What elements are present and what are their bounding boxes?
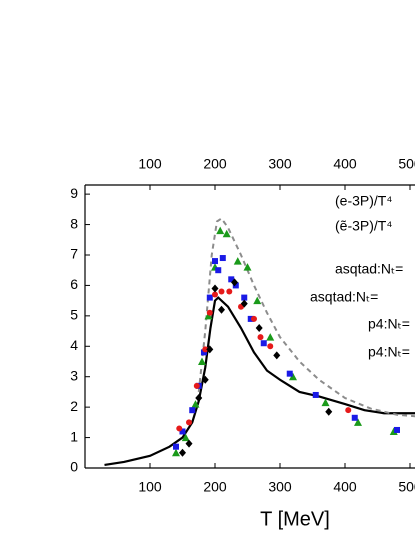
marker bbox=[266, 333, 275, 341]
marker bbox=[289, 372, 297, 381]
series-line bbox=[197, 217, 415, 418]
marker bbox=[228, 276, 235, 283]
marker bbox=[251, 315, 257, 322]
marker bbox=[257, 334, 264, 341]
x-axis-label: T [MeV] bbox=[260, 508, 330, 530]
marker bbox=[202, 346, 209, 353]
x-tick-label: 300 bbox=[268, 479, 292, 495]
marker bbox=[247, 315, 254, 322]
y-tick-label: 6 bbox=[70, 276, 78, 292]
marker bbox=[211, 284, 219, 293]
marker bbox=[394, 426, 400, 433]
marker bbox=[218, 305, 225, 314]
y-tick-label: 4 bbox=[70, 337, 78, 353]
marker bbox=[212, 291, 218, 298]
x-tick-label-top: 100 bbox=[138, 156, 162, 172]
x-tick-label: 100 bbox=[138, 479, 162, 495]
y-tick-label: 1 bbox=[70, 428, 78, 444]
marker bbox=[201, 375, 209, 384]
marker bbox=[255, 324, 263, 333]
marker bbox=[204, 311, 213, 320]
marker bbox=[233, 257, 242, 265]
marker bbox=[273, 351, 281, 360]
marker bbox=[185, 439, 193, 448]
marker bbox=[198, 357, 206, 365]
marker bbox=[176, 425, 183, 432]
y-tick-label: 3 bbox=[70, 367, 78, 383]
x-tick-label: 500 bbox=[398, 479, 415, 495]
legend-label: (ẽ-3P)/T⁴ bbox=[335, 218, 392, 234]
marker bbox=[219, 255, 226, 262]
marker bbox=[267, 343, 274, 350]
marker bbox=[216, 226, 225, 235]
marker bbox=[312, 391, 319, 398]
x-tick-label: 400 bbox=[333, 479, 357, 495]
x-tick-label-top: 400 bbox=[333, 156, 357, 172]
marker bbox=[206, 309, 213, 316]
marker bbox=[389, 427, 398, 435]
marker bbox=[286, 370, 293, 377]
marker bbox=[172, 448, 180, 457]
marker bbox=[212, 258, 218, 265]
x-tick-label-top: 500 bbox=[398, 156, 415, 172]
y-tick-label: 5 bbox=[70, 307, 78, 323]
legend-label: p4:Nₜ= bbox=[368, 316, 410, 332]
marker bbox=[226, 288, 233, 295]
y-tick-label: 7 bbox=[70, 246, 78, 262]
marker bbox=[186, 419, 192, 426]
marker bbox=[354, 418, 362, 426]
marker bbox=[173, 443, 179, 450]
marker bbox=[206, 345, 214, 354]
legend-label: asqtad:Nₜ= bbox=[310, 289, 378, 305]
marker bbox=[181, 433, 190, 442]
marker bbox=[195, 394, 203, 403]
marker bbox=[351, 414, 358, 421]
y-tick-label: 2 bbox=[70, 398, 78, 414]
marker bbox=[218, 288, 225, 295]
marker bbox=[321, 398, 330, 407]
marker bbox=[260, 340, 267, 347]
marker bbox=[191, 400, 200, 408]
legend-label: asqtad:Nₜ= bbox=[335, 261, 403, 277]
x-tick-label-top: 200 bbox=[203, 156, 227, 172]
marker bbox=[240, 299, 248, 308]
marker bbox=[215, 267, 222, 274]
marker bbox=[253, 296, 262, 305]
marker bbox=[193, 382, 200, 389]
x-tick-label: 200 bbox=[203, 479, 227, 495]
marker bbox=[179, 428, 186, 435]
y-tick-label: 8 bbox=[70, 215, 78, 231]
marker bbox=[179, 448, 186, 457]
marker bbox=[189, 407, 196, 414]
marker bbox=[232, 282, 239, 289]
x-tick-label-top: 300 bbox=[268, 156, 292, 172]
marker bbox=[241, 294, 248, 301]
legend-label: (e-3P)/T⁴ bbox=[335, 193, 392, 209]
y-tick-label: 9 bbox=[70, 185, 78, 201]
marker bbox=[222, 229, 231, 238]
series-line bbox=[104, 296, 415, 467]
marker bbox=[325, 407, 333, 416]
y-tick-label: 0 bbox=[70, 459, 78, 475]
marker bbox=[231, 278, 238, 287]
marker bbox=[200, 349, 207, 356]
marker bbox=[345, 407, 352, 414]
marker bbox=[243, 263, 252, 271]
legend-label: p4:Nₜ= bbox=[368, 344, 410, 360]
marker bbox=[206, 294, 213, 301]
